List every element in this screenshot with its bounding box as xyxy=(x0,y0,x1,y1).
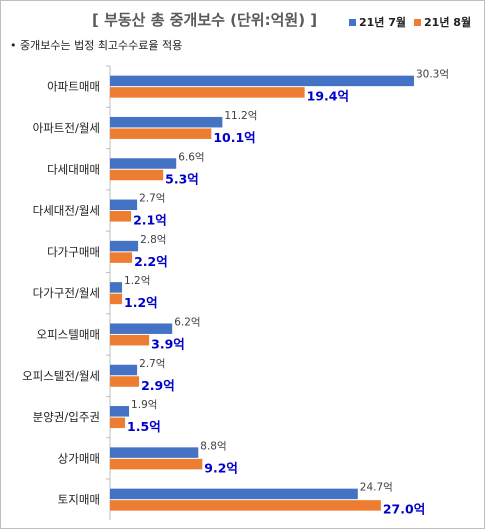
data-label-august: 2.9억 xyxy=(141,378,175,393)
chart-note: • 중개보수는 법정 최고수수료율 적용 xyxy=(10,39,183,52)
data-label-august: 2.1억 xyxy=(133,213,167,228)
chart-title: [ 부동산 총 중개보수 (단위:억원) ] xyxy=(92,11,318,29)
data-label-august: 1.2억 xyxy=(124,295,158,310)
data-label-july: 24.7억 xyxy=(360,482,393,494)
legend-swatch-july xyxy=(349,18,356,26)
bar-july xyxy=(110,158,177,169)
data-label-july: 2.7억 xyxy=(139,358,165,370)
bar-august xyxy=(110,417,126,429)
bar-august xyxy=(110,252,133,263)
bar-july xyxy=(110,406,130,417)
legend-item-july: 21년 7월 xyxy=(349,14,406,30)
data-label-july: 6.6억 xyxy=(178,151,204,163)
bar-august xyxy=(110,169,164,181)
legend-swatch-august xyxy=(414,18,422,26)
data-label-august: 27.0억 xyxy=(383,502,425,517)
data-label-july: 8.8억 xyxy=(200,440,226,452)
bar-july xyxy=(110,323,173,334)
category-label: 아파트매매 xyxy=(47,80,100,94)
bar-july xyxy=(110,199,138,211)
data-label-july: 2.7억 xyxy=(139,193,165,205)
bar-august xyxy=(110,211,132,222)
data-label-july: 1.9억 xyxy=(131,399,157,411)
category-label: 아파트전/월세 xyxy=(33,121,100,135)
legend-label-july: 21년 7월 xyxy=(359,16,407,29)
data-label-july: 11.2억 xyxy=(224,110,257,122)
data-label-august: 5.3억 xyxy=(165,171,199,186)
bar-august xyxy=(110,458,203,470)
legend-label-august: 21년 8월 xyxy=(424,16,472,29)
bar-july xyxy=(110,240,139,252)
bar-july xyxy=(110,282,123,293)
data-label-july: 30.3억 xyxy=(416,69,449,81)
data-label-july: 2.8억 xyxy=(140,234,166,246)
legend: 21년 7월 21년 8월 xyxy=(349,14,471,30)
category-label: 분양권/입주권 xyxy=(33,410,100,424)
bar-july xyxy=(110,364,138,376)
category-label: 다세대전/월세 xyxy=(33,204,100,218)
bar-july xyxy=(110,116,223,128)
bar-august xyxy=(110,376,140,387)
data-label-august: 19.4억 xyxy=(307,89,349,104)
category-label: 오피스텔매매 xyxy=(37,327,100,341)
data-label-july: 6.2억 xyxy=(174,316,200,328)
bar-august xyxy=(110,128,212,139)
bar-august xyxy=(110,293,123,305)
category-label: 오피스텔전/월세 xyxy=(22,369,100,383)
category-label: 토지매매 xyxy=(58,493,100,507)
data-label-august: 2.2억 xyxy=(134,254,168,269)
bar-august xyxy=(110,87,305,98)
legend-item-august: 21년 8월 xyxy=(414,14,471,30)
data-label-july: 1.2억 xyxy=(124,275,150,287)
data-label-august: 1.5억 xyxy=(127,419,161,434)
category-label: 다가구매매 xyxy=(47,245,100,259)
category-label: 다가구전/월세 xyxy=(33,286,100,300)
data-label-august: 9.2억 xyxy=(204,460,238,475)
category-label: 다세대매매 xyxy=(47,162,100,176)
data-label-august: 3.9억 xyxy=(151,336,185,351)
bar-august xyxy=(110,500,381,511)
data-label-august: 10.1억 xyxy=(213,130,255,145)
bar-july xyxy=(110,447,199,458)
bar-july xyxy=(110,75,414,87)
bar-july xyxy=(110,488,358,500)
category-label: 상가매매 xyxy=(58,451,100,465)
bar-august xyxy=(110,334,150,346)
